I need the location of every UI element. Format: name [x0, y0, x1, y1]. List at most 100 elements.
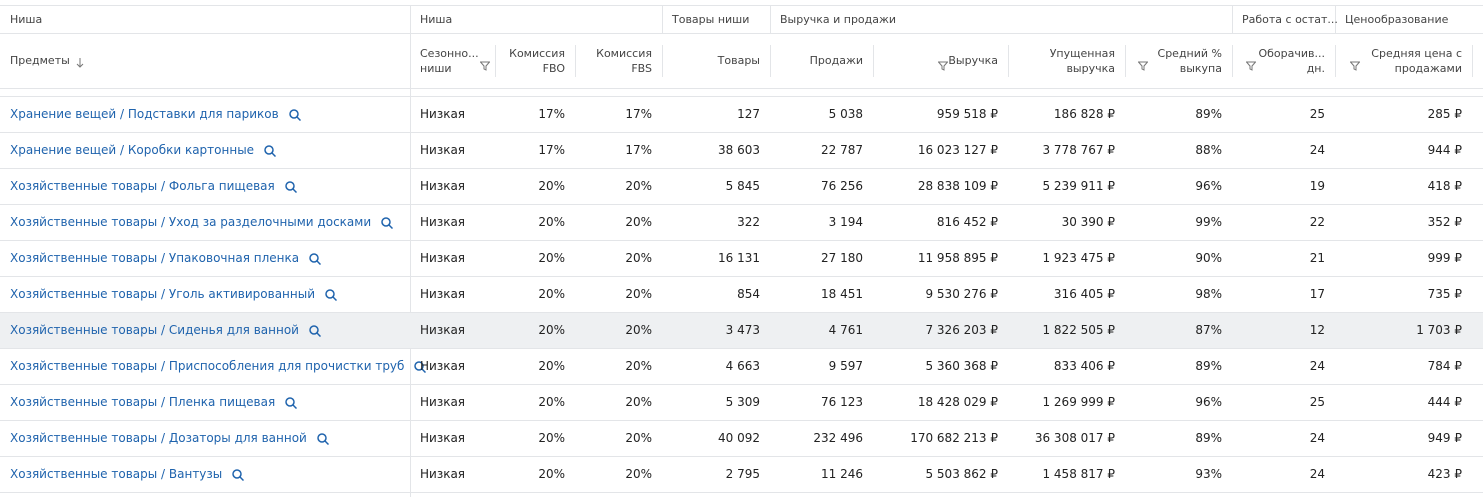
search-icon[interactable] [309, 252, 322, 268]
search-icon[interactable] [285, 180, 297, 196]
sort-icon[interactable] [75, 54, 85, 73]
search-icon[interactable] [285, 396, 298, 412]
cell-value: Низкая [420, 467, 466, 481]
column-header[interactable]: Предметы [0, 33, 410, 88]
cell-value: 20% [625, 323, 652, 337]
cell-value: 232 496 [813, 431, 863, 445]
subject-link[interactable]: Хозяйственные товары / Фольга пищевая [10, 179, 275, 193]
data-cell: 949 ₽ [1335, 420, 1472, 456]
subject-link[interactable]: Хозяйственные товары / Уход за разделочн… [10, 215, 372, 229]
group-header: Ниша [410, 5, 662, 33]
column-header[interactable]: Продажи [770, 33, 873, 88]
header-divider [1125, 45, 1126, 77]
subject-link[interactable]: Хозяйственные товары / Вантузы [10, 467, 223, 481]
search-icon[interactable] [309, 324, 321, 340]
cell-value: 16 131 [718, 251, 760, 265]
filter-icon[interactable] [1349, 56, 1361, 75]
group-title: Работа с остат... [1242, 12, 1338, 26]
data-cell: 127 [662, 96, 770, 132]
search-icon[interactable] [232, 468, 245, 484]
data-cell: 25 [1232, 384, 1335, 420]
column-header[interactable]: Комиссия FBO [495, 33, 575, 88]
column-header[interactable]: Средняя цена с продажами [1335, 33, 1472, 88]
column-header[interactable]: Оборачив... дн. [1232, 33, 1335, 88]
data-cell: 24 [1232, 132, 1335, 168]
cell-value: 89% [1195, 431, 1222, 445]
data-cell: Низкая [410, 132, 495, 168]
header-text: FBO [542, 61, 565, 75]
column-header[interactable]: Сезонно... ниши [410, 33, 495, 88]
search-icon[interactable] [325, 288, 338, 304]
cell-value: 18 428 029 ₽ [917, 395, 998, 409]
subject-link[interactable]: Хозяйственные товары / Дозаторы для ванн… [10, 431, 307, 445]
data-cell: 5 503 862 ₽ [873, 456, 1008, 492]
data-cell: 1 269 999 ₽ [1008, 384, 1125, 420]
search-icon[interactable] [317, 432, 329, 448]
column-header[interactable]: Комиссия FBS [575, 33, 662, 88]
column-header[interactable]: Выручка [873, 33, 1008, 88]
data-cell: 20% [495, 312, 575, 348]
subject-cell: Хозяйственные товары / Уголь активирован… [0, 276, 410, 312]
cell-value: 5 845 [725, 179, 760, 193]
filter-icon[interactable] [1245, 56, 1257, 75]
header-divider [873, 45, 874, 77]
subject-link[interactable]: Хранение вещей / Коробки картонные [10, 143, 255, 157]
search-icon[interactable] [288, 108, 301, 124]
data-cell: Низкая [410, 384, 495, 420]
cell-value: Низкая [420, 287, 466, 301]
data-cell: Низкая [410, 96, 495, 132]
cell-value: 87% [1195, 323, 1222, 337]
data-cell: 76 256 [770, 168, 873, 204]
cell-value: 949 ₽ [1427, 431, 1462, 445]
data-cell: 25 [1232, 96, 1335, 132]
cell-value: 27 180 [821, 251, 863, 265]
cell-value: 20% [538, 287, 565, 301]
cell-value: 3 194 [828, 215, 863, 229]
column-header[interactable]: Товары [662, 33, 770, 88]
column-header[interactable]: Упущенная выручка [1008, 33, 1125, 88]
data-cell: 17% [495, 132, 575, 168]
column-header[interactable]: Средний % выкупа [1125, 33, 1232, 88]
subject-link[interactable]: Хозяйственные товары / Приспособления дл… [10, 359, 405, 373]
subject-link[interactable]: Хозяйственные товары / Уголь активирован… [10, 287, 316, 301]
cell-value: 17% [538, 107, 565, 121]
header-text: FBS [631, 61, 652, 75]
group-divider [770, 5, 771, 33]
cell-value: 20% [538, 395, 565, 409]
data-cell: 20% [495, 456, 575, 492]
data-cell: 99% [1125, 204, 1232, 240]
search-icon[interactable] [264, 144, 277, 160]
subject-link[interactable]: Хозяйственные товары / Пленка пищевая [10, 395, 276, 409]
subject-link[interactable]: Хранение вещей / Подставки для париков [10, 107, 279, 121]
search-icon[interactable] [414, 360, 427, 376]
data-cell: 88% [1125, 132, 1232, 168]
header-text: ниши [420, 61, 452, 75]
data-cell: 999 ₽ [1335, 240, 1472, 276]
cell-value: 40 092 [718, 431, 760, 445]
row-highlight [0, 313, 1483, 348]
subject-cell: Хозяйственные товары / Упаковочная пленк… [0, 240, 410, 276]
filter-icon[interactable] [1137, 56, 1149, 75]
cell-value: 9 530 276 ₽ [925, 287, 998, 301]
data-cell: 20% [495, 420, 575, 456]
cell-value: Низкая [420, 431, 466, 445]
data-cell: 20% [575, 276, 662, 312]
data-cell: 20% [495, 384, 575, 420]
search-icon[interactable] [381, 216, 394, 232]
data-cell: 9 530 276 ₽ [873, 276, 1008, 312]
data-cell: 87% [1125, 312, 1232, 348]
filter-icon[interactable] [479, 56, 491, 75]
header-divider [1232, 45, 1233, 77]
filter-icon[interactable] [937, 56, 949, 75]
data-cell: 944 ₽ [1335, 132, 1472, 168]
cell-value: 36 308 017 ₽ [1034, 431, 1115, 445]
cell-value: 89% [1195, 359, 1222, 373]
cell-value: 76 256 [821, 179, 863, 193]
header-divider [1472, 45, 1473, 77]
cell-value: 98% [1195, 287, 1222, 301]
subject-link[interactable]: Хозяйственные товары / Сиденья для ванно… [10, 323, 299, 337]
header-text: выручка [1066, 61, 1115, 75]
cell-value: 352 ₽ [1427, 215, 1462, 229]
subject-link[interactable]: Хозяйственные товары / Упаковочная пленк… [10, 251, 300, 265]
data-cell: 3 194 [770, 204, 873, 240]
